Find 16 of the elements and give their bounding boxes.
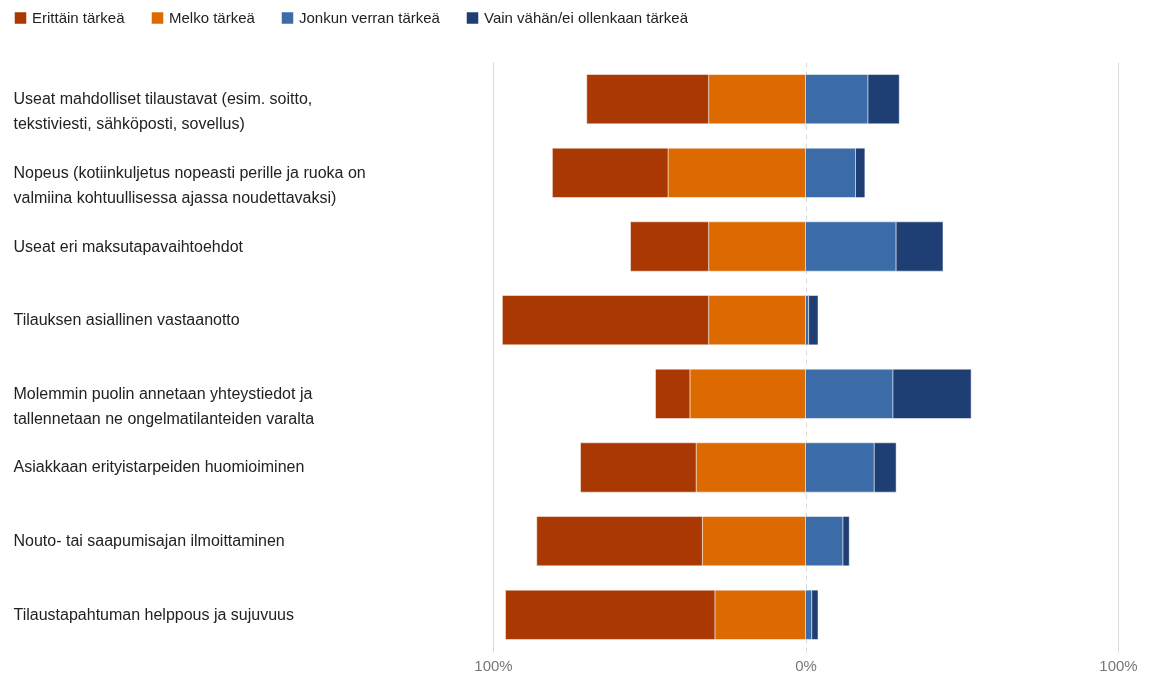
y-tick-label: Nouto- tai saapumisajan ilmoittaminen bbox=[13, 532, 285, 550]
x-tick-label: 0% bbox=[795, 656, 817, 674]
y-tick-label: Useat eri maksutapavaihtoehdot bbox=[13, 237, 244, 255]
legend-label: Vain vähän/ei ollenkaan tärkeä bbox=[484, 8, 689, 26]
bar bbox=[808, 295, 819, 346]
y-tick-label: Useat mahdolliset tilaustavat (esim. soitto, tekstiviesti, sähköposti, sovellus) bbox=[13, 90, 313, 133]
x-tick-label: 100% bbox=[474, 656, 513, 674]
y-tick-label: Molemmin puolin annetaan yhteystiedot ja tallennetaan ne ongelmatilanteiden varalta bbox=[13, 384, 315, 427]
y-tick-label: Nopeus (kotiinkuljetus nopeasti perille ja ruoka on valmiina kohtuullisessa ajassa noudettavaksi) bbox=[13, 163, 366, 206]
legend-label: Erittäin tärkeä bbox=[32, 8, 126, 26]
y-tick-label: Tilauksen asiallinen vastaanotto bbox=[13, 311, 240, 329]
y-tick-label: Tilaustapahtuman helppous ja sujuvuus bbox=[13, 605, 294, 623]
legend-label: Melko tärkeä bbox=[169, 8, 256, 26]
legend-label: Jonkun verran tärkeä bbox=[299, 8, 441, 26]
x-tick-label: 100% bbox=[1099, 656, 1138, 674]
y-tick-label: Asiakkaan erityistarpeiden huomioiminen bbox=[13, 458, 305, 476]
